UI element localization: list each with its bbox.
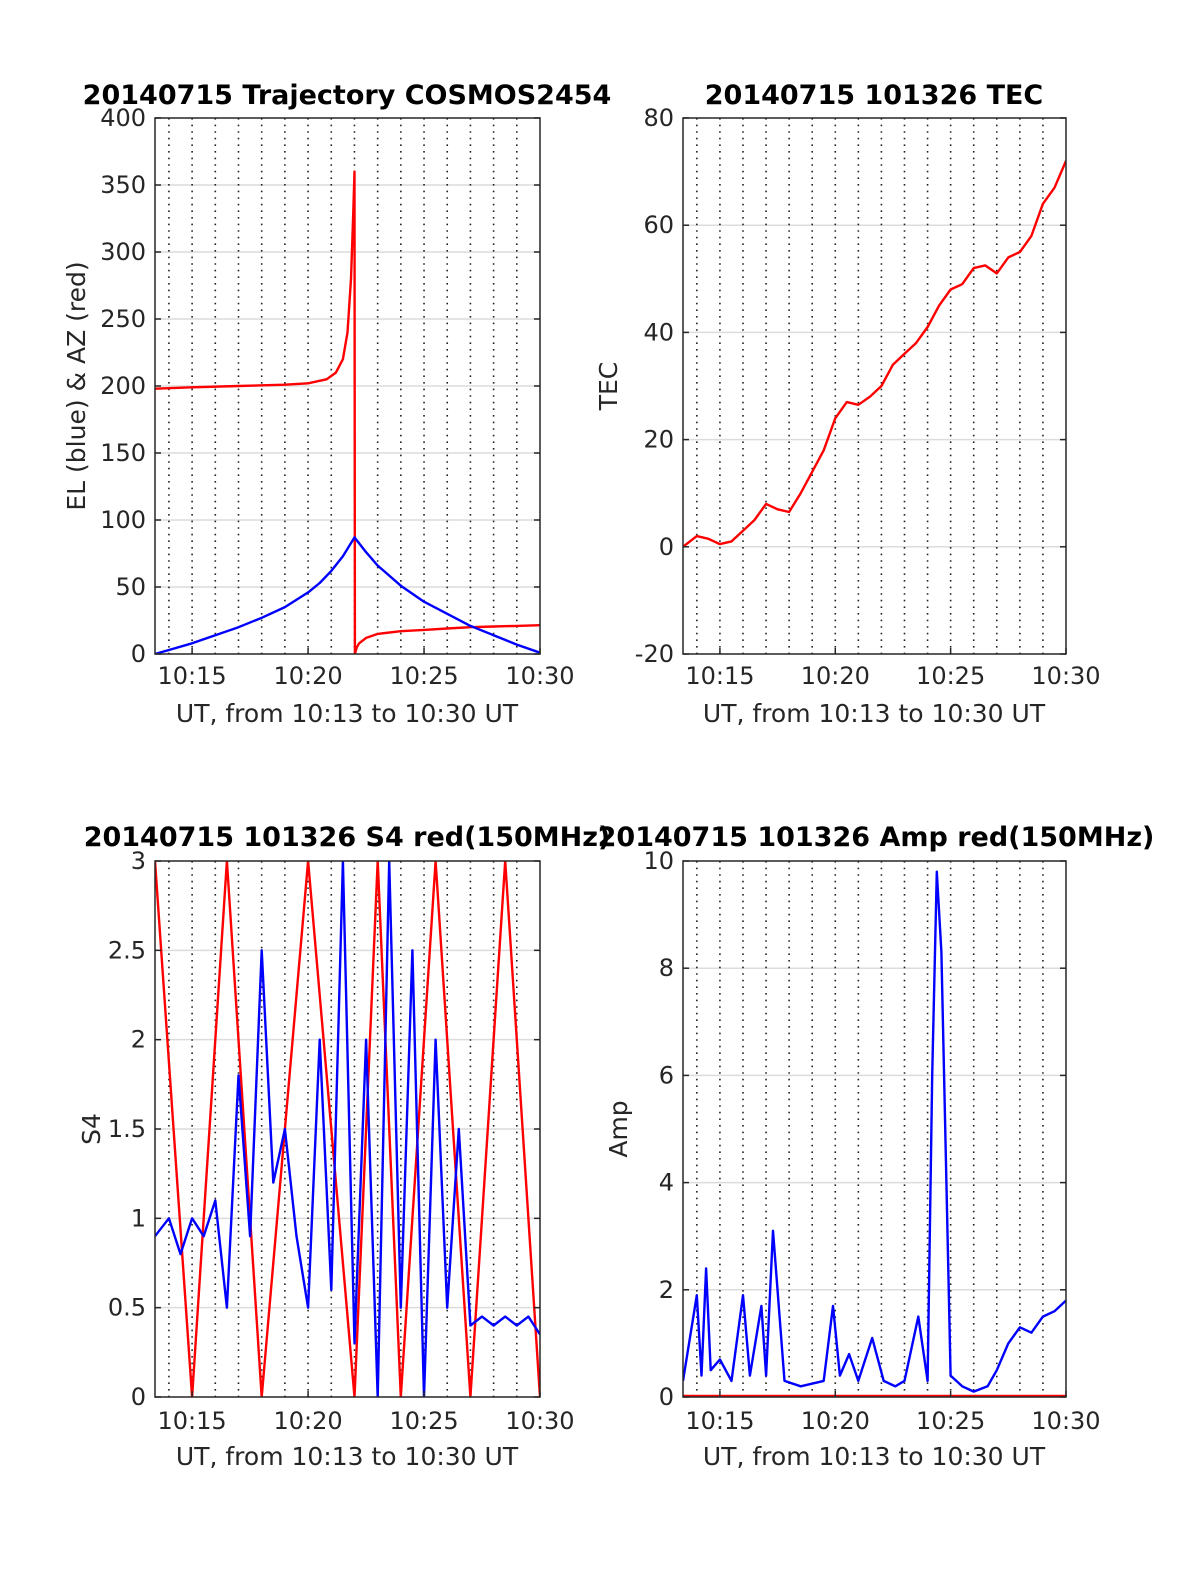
amp-ytick-label: 6: [659, 1061, 674, 1089]
trajectory-ytick-label: 150: [100, 439, 146, 467]
amp-xtick-label: 10:20: [801, 1407, 870, 1435]
s4-ylabel: S4: [77, 1113, 106, 1145]
s4-title: 20140715 101326 S4 red(150MHz): [84, 822, 611, 853]
tec-ytick-label: 20: [643, 426, 674, 454]
s4-ytick-label: 0.5: [108, 1294, 146, 1322]
s4-series-red-line: [155, 861, 540, 1397]
trajectory-series-group: [155, 170, 540, 654]
tec-xtick-label: 10:20: [801, 662, 870, 690]
trajectory-xlabel: UT, from 10:13 to 10:30 UT: [176, 699, 519, 728]
amp-ytick-label: 0: [659, 1383, 674, 1411]
tec-ytick-label: 0: [659, 533, 674, 561]
s4-ytick-label: 1: [131, 1204, 146, 1232]
amp-xlabel: UT, from 10:13 to 10:30 UT: [703, 1442, 1046, 1471]
s4-ytick-label: 2: [131, 1026, 146, 1054]
trajectory-ytick-label: 400: [100, 104, 146, 132]
panel-tec: 20140715 101326 TEC UT, from 10:13 to 10…: [594, 80, 1101, 728]
s4-xlabel: UT, from 10:13 to 10:30 UT: [176, 1442, 519, 1471]
s4-ytick-label: 2.5: [108, 936, 146, 964]
tec-plot-area: [683, 118, 1066, 654]
amp-ylabel: Amp: [604, 1100, 633, 1157]
s4-series-group: [155, 861, 540, 1397]
amp-xtick-label: 10:30: [1031, 1407, 1100, 1435]
trajectory-ytick-label: 250: [100, 305, 146, 333]
trajectory-ylabel: EL (blue) & AZ (red): [62, 261, 91, 510]
amp-ytick-label: 10: [643, 847, 674, 875]
amp-title: 20140715 101326 Amp red(150MHz): [598, 822, 1155, 853]
tec-series-group: [683, 160, 1066, 548]
amp-xtick-label: 10:25: [916, 1407, 985, 1435]
amp-ytick-label: 2: [659, 1276, 674, 1304]
trajectory-ytick-label: 300: [100, 238, 146, 266]
trajectory-series-red-line: [155, 170, 540, 654]
s4-xtick-label: 10:30: [505, 1407, 574, 1435]
trajectory-ytick-label: 0: [131, 640, 146, 668]
trajectory-title: 20140715 Trajectory COSMOS2454: [83, 80, 612, 111]
amp-ytick-label: 4: [659, 1169, 674, 1197]
tec-ytick-label: -20: [635, 640, 674, 668]
tec-grid: [683, 118, 1066, 654]
s4-series-blue-line: [155, 861, 540, 1397]
amp-series-blue-line: [683, 870, 1066, 1393]
trajectory-xtick-label: 10:15: [158, 662, 227, 690]
s4-xtick-label: 10:15: [158, 1407, 227, 1435]
tec-series-red-line: [683, 160, 1066, 548]
tec-xtick-label: 10:15: [685, 662, 754, 690]
trajectory-ytick-label: 200: [100, 372, 146, 400]
tec-xtick-label: 10:30: [1031, 662, 1100, 690]
s4-ytick-label: 0: [131, 1383, 146, 1411]
tec-ytick-label: 40: [643, 318, 674, 346]
trajectory-series-blue-line: [155, 536, 540, 654]
s4-xtick-label: 10:20: [273, 1407, 342, 1435]
tec-xtick-label: 10:25: [916, 662, 985, 690]
panel-trajectory: 20140715 Trajectory COSMOS2454 UT, from …: [62, 80, 611, 728]
trajectory-ytick-label: 50: [115, 573, 146, 601]
panel-s4: 20140715 101326 S4 red(150MHz) UT, from …: [77, 822, 610, 1471]
tec-ylabel: TEC: [594, 362, 623, 412]
s4-xtick-label: 10:25: [389, 1407, 458, 1435]
s4-ytick-label: 3: [131, 847, 146, 875]
tec-ytick-label: 60: [643, 211, 674, 239]
trajectory-xtick-label: 10:25: [389, 662, 458, 690]
amp-grid: [683, 861, 1066, 1397]
amp-xtick-label: 10:15: [685, 1407, 754, 1435]
amp-ytick-label: 8: [659, 954, 674, 982]
s4-ytick-label: 1.5: [108, 1115, 146, 1143]
amp-axes-box: [682, 860, 1067, 1398]
trajectory-xtick-label: 10:20: [273, 662, 342, 690]
trajectory-ytick-label: 350: [100, 171, 146, 199]
amp-plot-area: [683, 861, 1066, 1397]
trajectory-ytick-label: 100: [100, 506, 146, 534]
tec-xlabel: UT, from 10:13 to 10:30 UT: [703, 699, 1046, 728]
amp-series-group: [683, 870, 1066, 1397]
tec-title: 20140715 101326 TEC: [705, 80, 1044, 111]
panel-amp: 20140715 101326 Amp red(150MHz) UT, from…: [598, 822, 1155, 1471]
tec-axes-box: [682, 117, 1067, 655]
trajectory-grid: [155, 118, 540, 654]
tec-ytick-label: 80: [643, 104, 674, 132]
trajectory-xtick-label: 10:30: [505, 662, 574, 690]
